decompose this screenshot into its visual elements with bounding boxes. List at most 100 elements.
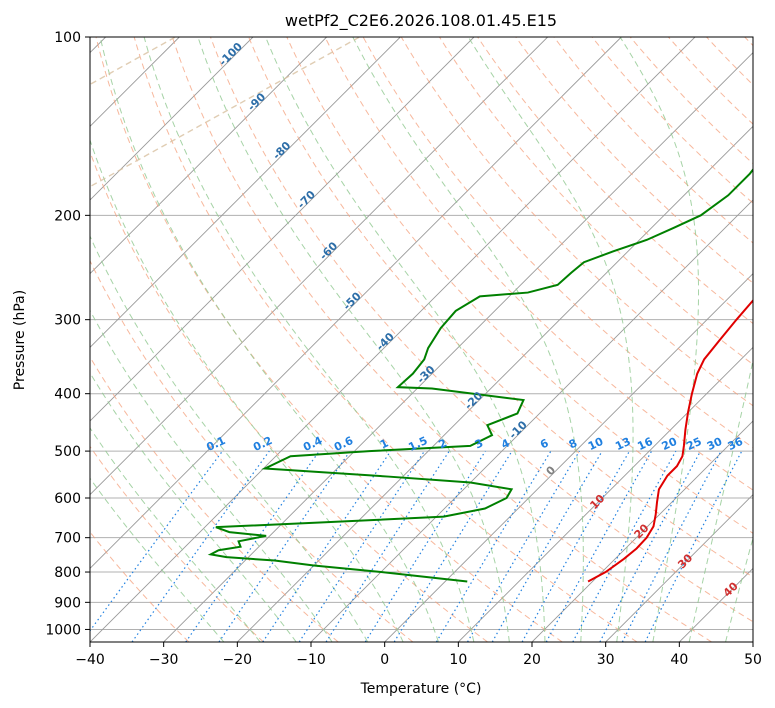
dry-adiabat-line: [706, 37, 753, 86]
y-tick-label: 100: [54, 30, 81, 46]
y-tick-label: 800: [54, 565, 81, 581]
dry-adiabat-line: [362, 37, 753, 449]
dry-adiabat-label: 20: [632, 521, 652, 541]
mixing-ratio-line: [572, 450, 677, 642]
isotherm-label: -90: [245, 90, 268, 113]
moist-adiabat-line: [688, 358, 753, 642]
mixing-ratio-line: [435, 450, 552, 642]
x-tick-label: 20: [523, 652, 541, 668]
dry-adiabat-line: [668, 37, 753, 125]
isotherm-label: -100: [216, 40, 245, 69]
mixing-ratio-line: [644, 450, 743, 642]
dry-adiabat-line: [515, 37, 753, 284]
dry-adiabat-line: [477, 37, 753, 325]
dry-adiabat-line: [133, 37, 638, 642]
isotherm-line: [90, 37, 401, 348]
mixing-ratio-label: 2: [437, 436, 449, 451]
isotherm-line: [679, 567, 753, 642]
mixing-ratio-line: [131, 450, 270, 642]
moist-adiabat-line: [352, 37, 584, 642]
x-axis-ticks: −40 −30 −20 −10 0 10 20 30 40 50: [75, 642, 762, 668]
moist-adiabat-line: [197, 37, 510, 642]
mixing-ratio-line: [262, 450, 392, 642]
mixing-ratio-line: [599, 450, 702, 642]
mixing-ratio-label: 36: [726, 435, 746, 453]
x-tick-label: −10: [296, 652, 326, 668]
isotherm-line: [384, 273, 753, 642]
moist-adiabat-line: [90, 477, 225, 642]
moist-adiabat-line: [619, 37, 700, 642]
isotherm-line: [531, 420, 753, 642]
x-tick-label: −20: [223, 652, 253, 668]
x-tick-label: 0: [380, 652, 389, 668]
mixing-ratio-line: [521, 450, 631, 642]
y-tick-label: 500: [54, 444, 81, 460]
dry-adiabat-line: [400, 37, 753, 407]
dry-adiabat-line: [629, 37, 753, 165]
isotherm-line: [605, 494, 753, 642]
isotherm-line: [163, 52, 753, 642]
isotherm-line: [90, 37, 622, 569]
y-tick-label: 900: [54, 595, 81, 611]
x-tick-label: −30: [149, 652, 179, 668]
mixing-ratio-label: 6: [538, 436, 551, 451]
y-tick-label: 400: [54, 387, 81, 403]
y-axis-ticks: 100 200 300 400 500 600 700 800 900 1000: [45, 30, 90, 638]
isotherm-line: [237, 125, 753, 642]
mixing-ratio-label: 10: [586, 435, 606, 453]
isotherm-line: [90, 37, 327, 275]
mixing-ratio-line: [298, 450, 425, 642]
x-tick-label: 50: [744, 652, 762, 668]
isotherm-line: [90, 37, 254, 201]
dry-adiabat-line: [553, 37, 753, 244]
mixing-ratio-label: 30: [705, 435, 725, 453]
isotherm-line: [458, 346, 753, 642]
moist-adiabat-line: [99, 37, 439, 642]
dry-adiabat-line: [591, 37, 753, 204]
dry-adiabat-label: 30: [675, 551, 695, 571]
y-tick-label: 300: [54, 313, 81, 329]
y-tick-label: 1000: [45, 622, 81, 638]
moist-adiabat-line: [90, 371, 297, 642]
moist-adiabat-line: [467, 37, 634, 642]
isotherm-label: -60: [317, 239, 340, 262]
profile-lines: [207, 167, 753, 583]
mixing-ratio-label: 13: [613, 435, 632, 453]
mixing-ratio-label: 20: [660, 435, 680, 453]
dewpoint-line: [207, 167, 753, 583]
dry-adiabat-line: [90, 445, 264, 642]
isotherm-line: [90, 37, 475, 422]
background-lines: [90, 37, 753, 642]
x-axis-label: Temperature (°C): [360, 681, 482, 697]
dry-adiabat-line: [210, 37, 753, 623]
dry-adiabat-line: [90, 150, 488, 642]
dry-adiabat-label: 10: [587, 492, 607, 512]
moist-adiabat-line: [90, 138, 404, 642]
dry-adiabat-line: [171, 37, 712, 642]
isotherm-label: -40: [374, 330, 397, 353]
isotherm-line: [752, 641, 753, 642]
x-tick-label: −40: [75, 652, 105, 668]
moist-adiabat-line: [90, 234, 369, 642]
dry-adiabat-line: [90, 356, 339, 642]
mixing-ratio-line: [325, 450, 450, 642]
chart-title: wetPf2_C2E6.2026.108.01.45.E15: [285, 11, 557, 31]
y-tick-label: 700: [54, 531, 81, 547]
isotherm-label: -80: [270, 139, 293, 162]
plot-frame: [89, 36, 754, 643]
temperature-line: [587, 299, 753, 583]
moist-adiabat-line: [90, 309, 333, 642]
moist-adiabat-line: [725, 536, 753, 642]
dry-adiabat-line: [324, 37, 753, 491]
dry-adiabat-line: [439, 37, 753, 366]
x-tick-label: 40: [670, 652, 688, 668]
mixing-ratio-label: 4: [499, 436, 512, 451]
dry-adiabat-line: [248, 37, 753, 578]
x-tick-label: 30: [597, 652, 615, 668]
dry-adiabat-label: 40: [721, 579, 741, 599]
dry-adiabat-line: [90, 531, 190, 642]
mixing-ratio-label: 16: [635, 435, 655, 453]
isotherm-label: -10: [507, 418, 530, 441]
mixing-ratio-line: [185, 450, 320, 642]
